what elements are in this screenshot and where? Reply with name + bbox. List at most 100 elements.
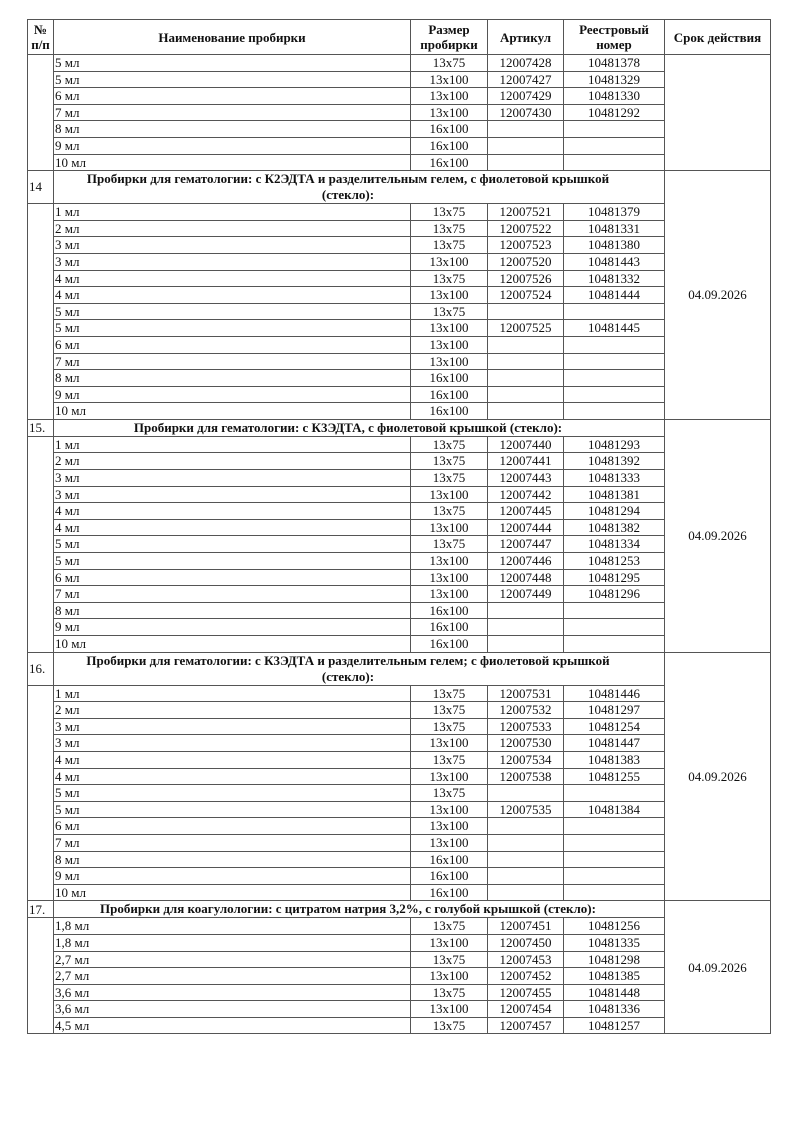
table-row: 6 мл 13x100 [28,817,771,835]
section-title-row: 17. Пробирки для коагулологии: с цитратом… [27,900,771,1035]
article-cell [487,335,564,354]
size-cell: 13x75 [410,452,488,471]
size-cell: 16x100 [410,618,488,636]
table-row: 10 мл 16x100 [28,153,771,172]
registry-cell: 10481379 [563,203,665,221]
volume-cell: 5 мл [53,302,411,321]
article-cell [487,352,564,371]
header-registry: Реестровый номер [563,19,665,55]
row-number-cell [27,684,54,902]
section-title-row: 16. Пробирки для гематологии: с К3ЭДТА и … [27,651,771,902]
header-num: № п/п [27,19,54,55]
table-row: 9 мл 16x100 [28,618,771,636]
article-cell [487,850,564,869]
size-cell: 13x75 [410,236,488,254]
registry-cell: 10481444 [563,286,665,304]
size-cell: 13x100 [410,800,488,819]
registry-cell: 10481297 [563,701,665,719]
article-cell: 12007454 [487,1000,564,1018]
article-cell: 12007532 [487,701,564,719]
tubes-table: № п/п Наименование пробирки Размер проби… [27,19,771,1035]
registry-cell: 10481443 [563,252,665,271]
article-cell: 12007524 [487,286,564,304]
volume-cell: 6 мл [53,335,411,354]
volume-cell: 7 мл [53,103,411,122]
table-row: 4 мл 13x100 12007538 10481255 [28,767,771,786]
registry-cell: 10481330 [563,87,665,105]
size-cell: 13x75 [410,784,488,802]
table-row: 5 мл 13x75 12007428 10481378 [27,53,771,172]
registry-cell: 10481447 [563,734,665,752]
article-cell: 12007427 [487,70,564,89]
registry-cell [563,402,665,420]
volume-cell: 7 мл [53,833,411,852]
table-row: 1 мл 13x75 12007440 10481293 [27,435,771,653]
volume-cell: 5 мл [53,552,411,570]
article-cell: 12007440 [487,435,564,454]
article-cell [487,120,564,138]
row-number-cell [27,53,54,172]
table-row: 3 мл 13x100 12007530 10481447 [28,734,771,752]
article-cell: 12007430 [487,103,564,122]
article-cell: 12007451 [487,917,564,935]
section-number: 17. [27,900,54,919]
volume-cell: 9 мл [53,136,411,155]
registry-cell [563,850,665,869]
article-cell: 12007445 [487,502,564,520]
volume-cell: 3 мл [53,252,411,271]
table-row: 5 мл 13x75 12007447 10481334 [28,535,771,554]
size-cell: 13x100 [410,833,488,852]
registry-cell: 10481392 [563,452,665,471]
registry-cell: 10481296 [563,585,665,603]
size-cell: 16x100 [410,153,488,172]
table-row: 8 мл 16x100 [28,369,771,387]
size-cell: 13x75 [410,950,488,969]
registry-cell: 10481335 [563,933,665,952]
table-row: 2 мл 13x75 12007522 10481331 [28,219,771,238]
registry-cell: 10481380 [563,236,665,254]
size-cell: 16x100 [410,385,488,404]
table-row: 3 мл 13x100 12007520 10481443 [28,252,771,271]
registry-cell [563,302,665,321]
article-cell: 12007441 [487,452,564,471]
registry-cell: 10481383 [563,750,665,769]
volume-cell: 4 мл [53,750,411,769]
row-number-cell [27,435,54,653]
table-row: 5 мл 13x75 [28,784,771,802]
size-cell: 13x100 [410,335,488,354]
volume-cell: 2 мл [53,701,411,719]
volume-cell: 9 мл [53,385,411,404]
registry-cell [563,635,665,653]
registry-cell: 10481332 [563,269,665,288]
article-cell: 12007520 [487,252,564,271]
registry-cell: 10481381 [563,485,665,504]
size-cell: 13x75 [410,435,488,454]
volume-cell: 5 мл [53,784,411,802]
article-cell: 12007530 [487,734,564,752]
registry-cell: 10481298 [563,950,665,969]
table-row: 9 мл 16x100 [28,136,771,155]
size-cell: 13x75 [410,750,488,769]
table-row: 10 мл 16x100 [28,402,771,420]
registry-cell: 10481333 [563,469,665,487]
table-row: 7 мл 13x100 [28,833,771,852]
table-row: 7 мл 13x100 12007430 10481292 [28,103,771,122]
section-expiry: 04.09.2026 [664,900,771,1035]
volume-cell: 4 мл [53,286,411,304]
section-title: Пробирки для гематологии: с К3ЭДТА, с фи… [53,418,665,437]
article-cell: 12007429 [487,87,564,105]
registry-cell: 10481257 [563,1016,665,1035]
section-number: 14 [27,170,54,205]
article-cell: 12007447 [487,535,564,554]
table-row: 2,7 мл 13x100 12007452 10481385 [28,967,771,985]
section-title-row: 15. Пробирки для гематологии: с К3ЭДТА, с… [27,418,771,653]
header-article: Артикул [487,19,564,55]
size-cell: 13x100 [410,252,488,271]
registry-cell: 10481331 [563,219,665,238]
article-cell: 12007428 [487,54,564,72]
section-title: Пробирки для гематологии: с К3ЭДТА и раз… [53,651,665,686]
table-row: 4 мл 13x100 12007524 10481444 [28,286,771,304]
volume-cell: 10 мл [53,402,411,420]
size-cell: 13x75 [410,717,488,736]
header-name: Наименование пробирки [53,19,411,55]
